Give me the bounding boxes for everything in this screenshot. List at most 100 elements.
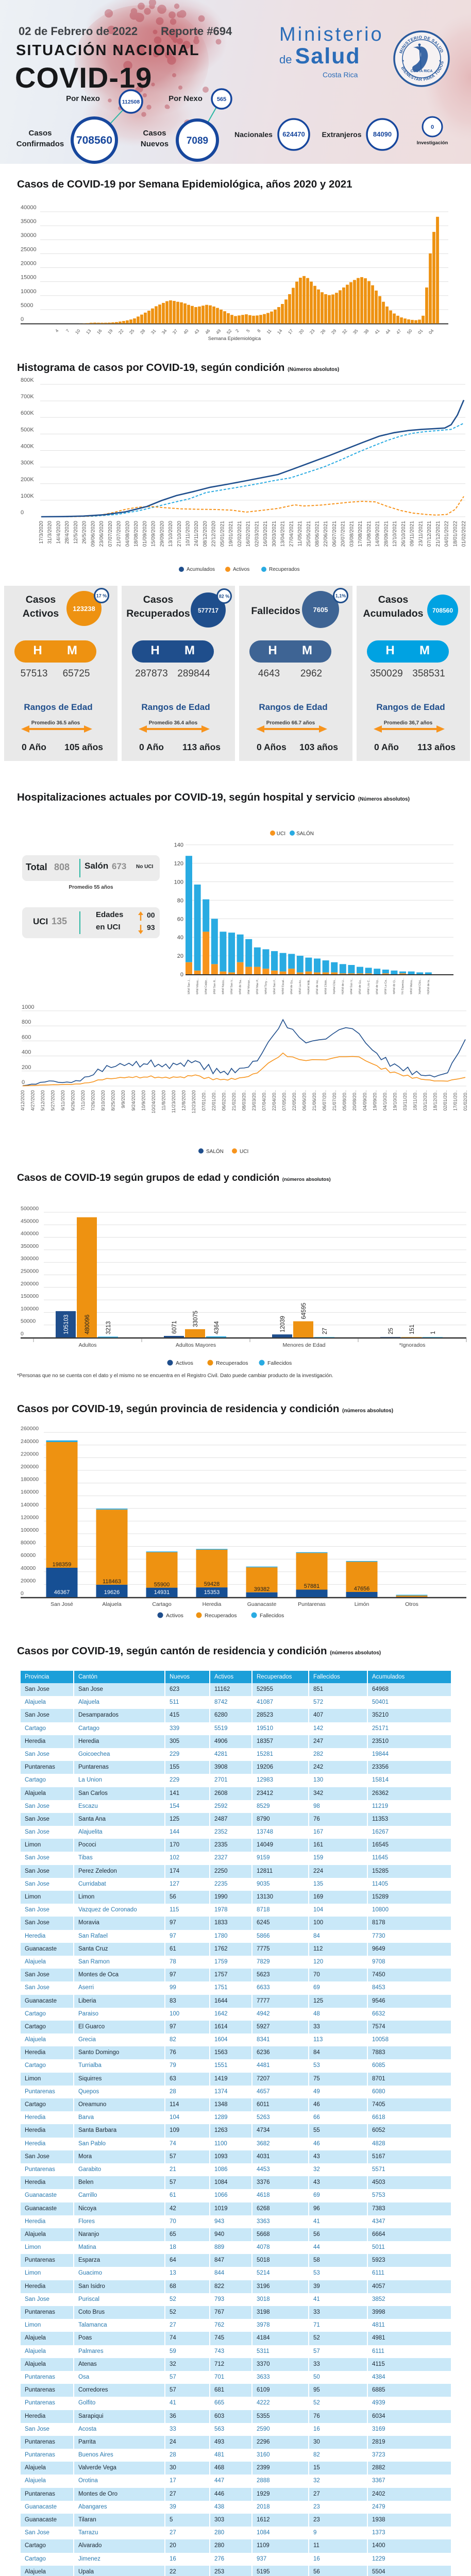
svg-text:34: 34 [161,328,168,335]
svg-text:23/11/2021: 23/11/2021 [418,521,424,547]
svg-text:17 %: 17 % [96,594,107,599]
svg-text:12/8/2020: 12/8/2020 [181,1090,186,1111]
svg-text:Recuperados: Recuperados [269,567,299,572]
svg-text:21/02/20..: 21/02/20.. [231,1090,237,1111]
svg-text:07/07/2020: 07/07/2020 [108,521,113,547]
svg-text:Histograma de casos por COVID-: Histograma de casos por COVID-19, según … [17,362,339,374]
svg-text:577717: 577717 [198,607,218,614]
svg-text:500K: 500K [21,427,34,433]
svg-text:Activos: Activos [176,1360,193,1366]
svg-text:300000: 300000 [21,1256,39,1262]
svg-text:Por Nexo: Por Nexo [66,94,100,103]
svg-text:200K: 200K [21,477,34,483]
svg-text:*Personas que no se cuenta con: *Personas que no se cuenta con el dato y… [17,1373,333,1379]
svg-text:04/10/20..: 04/10/20.. [382,1090,388,1111]
svg-text:29: 29 [330,328,338,335]
svg-text:11/23/2020: 11/23/2020 [171,1090,176,1113]
svg-text:08/12/2020: 08/12/2020 [203,521,208,547]
svg-text:140: 140 [174,842,183,849]
svg-text:18/01/2022: 18/01/2022 [452,521,458,547]
svg-text:47: 47 [395,328,402,335]
svg-text:08/03/20..: 08/03/20.. [242,1090,247,1111]
svg-text:Hospital de Li...: Hospital de Li... [341,977,345,994]
svg-text:Centro Especia...: Centro Especia... [401,977,405,994]
svg-text:0: 0 [21,316,24,323]
svg-text:52: 52 [226,328,233,335]
svg-text:10000: 10000 [21,289,37,295]
svg-text:180000: 180000 [21,1477,39,1483]
svg-text:17: 17 [287,328,294,335]
svg-text:12/23/2020: 12/23/2020 [191,1090,196,1113]
svg-text:06/07/2021: 06/07/2021 [332,521,338,547]
svg-text:31/3/2020: 31/3/2020 [47,521,53,544]
svg-text:800: 800 [22,1019,31,1025]
svg-text:60000: 60000 [21,1552,36,1558]
svg-text:Hospital Metro...: Hospital Metro... [410,977,413,994]
svg-text:140000: 140000 [21,1502,39,1508]
svg-text:20/07/2021: 20/07/2021 [341,521,346,547]
svg-text:Hospital Calde...: Hospital Calde... [204,977,208,994]
svg-text:UCI: UCI [240,1149,248,1155]
svg-text:7/11/2020: 7/11/2020 [80,1090,86,1110]
svg-text:11: 11 [265,328,273,335]
svg-text:Semana Epidemiológica: Semana Epidemiológica [208,336,261,342]
svg-text:39382: 39382 [254,1586,270,1592]
svg-text:24/11/2020: 24/11/2020 [194,521,199,547]
svg-text:17/3/2020: 17/3/2020 [39,521,44,544]
svg-text:17/01/20..: 17/01/20.. [453,1090,458,1111]
svg-text:21/12/2021: 21/12/2021 [435,521,441,547]
svg-text:03/12/20..: 03/12/20.. [423,1090,428,1111]
svg-text:43: 43 [193,328,200,335]
svg-text:18/12/20..: 18/12/20.. [432,1090,438,1111]
svg-text:25/05/2021: 25/05/2021 [306,521,312,547]
svg-text:Hospital San R...: Hospital San R... [213,977,216,994]
svg-text:50000: 50000 [21,1318,36,1325]
svg-text:6071: 6071 [172,1320,178,1334]
svg-text:21/06/20..: 21/06/20.. [312,1090,317,1111]
svg-text:Menores de Edad: Menores de Edad [283,1342,326,1348]
svg-text:624470: 624470 [282,130,305,138]
svg-text:Hospital San V...: Hospital San V... [230,977,233,994]
svg-text:2: 2 [234,328,240,333]
svg-text:46: 46 [204,328,211,335]
svg-text:44: 44 [384,328,392,335]
svg-text:49: 49 [215,328,222,335]
svg-text:30/03/2021: 30/03/2021 [272,521,277,547]
svg-text:18/08/2020: 18/08/2020 [133,521,139,547]
svg-text:100K: 100K [21,493,34,499]
svg-text:04/08/2020: 04/08/2020 [125,521,130,547]
svg-text:26: 26 [319,328,327,335]
svg-text:700K: 700K [21,394,34,400]
svg-text:02/02/2021: 02/02/2021 [237,521,243,547]
svg-text:Recuperados: Recuperados [216,1360,248,1366]
svg-text:23/06/2020: 23/06/2020 [99,521,105,547]
svg-text:Fallecidos: Fallecidos [267,1360,292,1366]
svg-text:22/01/20..: 22/01/20.. [211,1090,216,1111]
svg-text:15353: 15353 [204,1589,220,1596]
svg-text:Hospital de Gu...: Hospital de Gu... [290,977,293,994]
svg-text:Recuperados: Recuperados [205,1613,237,1619]
svg-text:123238: 123238 [73,605,95,613]
svg-text:16/03/2021: 16/03/2021 [263,521,268,547]
svg-text:8/25/2020: 8/25/2020 [111,1090,116,1111]
svg-text:20: 20 [298,328,305,335]
svg-text:3213: 3213 [106,1321,112,1334]
svg-text:200: 200 [22,1064,31,1071]
svg-text:Hospital Escal...: Hospital Escal... [281,977,285,994]
svg-text:8/10/2020: 8/10/2020 [100,1090,106,1111]
svg-text:26/10/2021: 26/10/2021 [401,521,407,547]
svg-text:5/12/2020: 5/12/2020 [40,1090,45,1111]
svg-text:Hospital San V...: Hospital San V... [349,977,353,994]
svg-text:Cartago: Cartago [152,1601,172,1607]
svg-text:6/11/2020: 6/11/2020 [60,1090,65,1110]
svg-text:Hospital Clíni...: Hospital Clíni... [418,977,422,994]
svg-text:7: 7 [65,328,71,333]
svg-text:300K: 300K [21,460,34,466]
svg-text:Adultos: Adultos [78,1342,96,1348]
svg-text:09/11/2021: 09/11/2021 [410,521,415,547]
svg-text:4: 4 [54,328,60,333]
svg-text:1: 1 [430,1331,436,1334]
svg-text:400K: 400K [21,444,34,450]
svg-text:01: 01 [417,328,424,335]
svg-text:33075: 33075 [193,1311,199,1327]
